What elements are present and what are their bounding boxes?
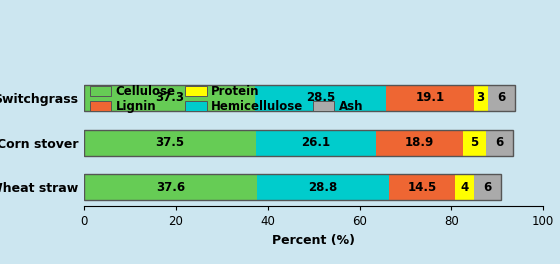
Bar <box>84 130 256 155</box>
Text: 28.8: 28.8 <box>308 181 338 194</box>
Text: 18.9: 18.9 <box>405 136 434 149</box>
Text: 5: 5 <box>470 136 478 149</box>
Bar <box>474 85 488 111</box>
Text: 37.5: 37.5 <box>156 136 185 149</box>
Bar <box>84 85 255 111</box>
X-axis label: Percent (%): Percent (%) <box>272 233 355 247</box>
Bar <box>376 130 463 155</box>
Bar <box>386 85 474 111</box>
Text: 37.6: 37.6 <box>156 181 185 194</box>
Text: 6: 6 <box>497 91 506 104</box>
Bar <box>84 174 256 200</box>
Bar <box>255 85 386 111</box>
Text: 26.1: 26.1 <box>302 136 331 149</box>
Bar <box>389 174 455 200</box>
Bar <box>474 174 501 200</box>
Text: 19.1: 19.1 <box>416 91 445 104</box>
Text: 6: 6 <box>496 136 503 149</box>
Bar <box>256 174 389 200</box>
Bar <box>463 130 486 155</box>
Bar <box>256 130 376 155</box>
Legend: Cellulose, Lignin, Protein, Hemicellulose, , Ash: Cellulose, Lignin, Protein, Hemicellulos… <box>90 85 363 114</box>
Text: 28.5: 28.5 <box>306 91 335 104</box>
Text: 37.3: 37.3 <box>155 91 184 104</box>
Text: 4: 4 <box>460 181 469 194</box>
Bar <box>486 130 514 155</box>
Text: 14.5: 14.5 <box>408 181 437 194</box>
Bar <box>488 85 515 111</box>
Text: 3: 3 <box>477 91 485 104</box>
Bar <box>455 174 474 200</box>
Text: 6: 6 <box>483 181 492 194</box>
